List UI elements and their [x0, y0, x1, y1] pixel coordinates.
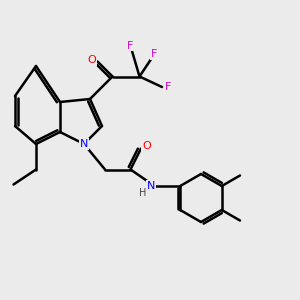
Text: F: F: [127, 40, 134, 51]
Text: O: O: [88, 55, 97, 65]
Text: N: N: [147, 181, 155, 191]
Text: F: F: [151, 49, 158, 59]
Text: F: F: [165, 82, 171, 92]
Text: O: O: [142, 140, 151, 151]
Text: H: H: [140, 188, 147, 198]
Text: N: N: [80, 139, 88, 149]
